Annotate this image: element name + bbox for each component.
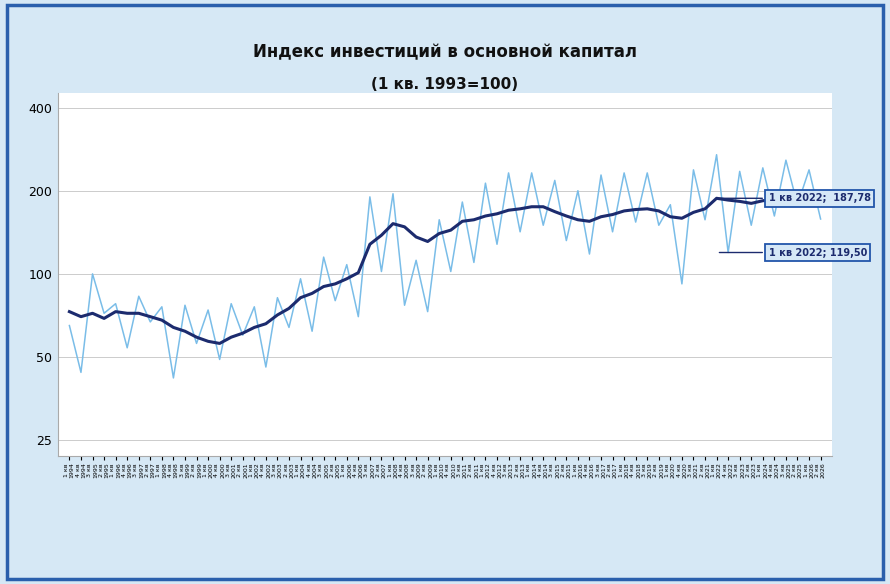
Text: Индекс инвестиций в основной капитал: Индекс инвестиций в основной капитал bbox=[253, 44, 637, 61]
Text: (1 кв. 1993=100): (1 кв. 1993=100) bbox=[371, 77, 519, 92]
Text: 1 кв 2022; 119,50: 1 кв 2022; 119,50 bbox=[769, 248, 867, 258]
Text: 1 кв 2022;  187,78: 1 кв 2022; 187,78 bbox=[769, 193, 870, 203]
